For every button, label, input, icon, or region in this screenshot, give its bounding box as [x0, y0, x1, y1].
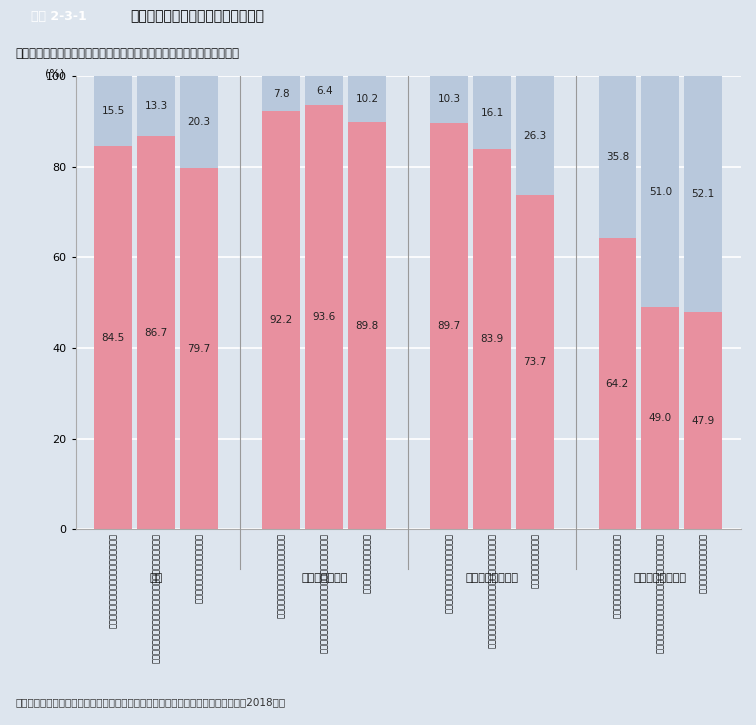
Text: 52.1: 52.1 — [692, 189, 715, 199]
Text: (%): (%) — [45, 69, 65, 79]
Bar — [262, 76, 300, 112]
Bar — [473, 149, 511, 529]
Text: 89.7: 89.7 — [438, 321, 461, 331]
Bar — [430, 123, 468, 529]
Bar — [599, 239, 637, 529]
Bar — [305, 76, 343, 105]
Bar — [138, 76, 175, 136]
Bar — [430, 76, 468, 123]
Bar — [180, 76, 218, 168]
Text: 16.1: 16.1 — [481, 107, 504, 117]
Bar — [138, 136, 175, 529]
Text: 79.7: 79.7 — [187, 344, 211, 354]
Text: 26.3: 26.3 — [524, 130, 547, 141]
Bar — [516, 195, 554, 529]
Bar — [349, 123, 386, 529]
Text: 7.8: 7.8 — [273, 88, 290, 99]
Text: 15.5: 15.5 — [101, 107, 125, 116]
Bar — [180, 168, 218, 529]
Bar — [684, 76, 722, 312]
Text: 92.2: 92.2 — [270, 315, 293, 326]
Bar — [684, 312, 722, 529]
Text: 図表 2-3-1: 図表 2-3-1 — [31, 10, 86, 22]
Text: 73.7: 73.7 — [524, 357, 547, 368]
Bar — [262, 112, 300, 529]
Bar — [94, 146, 132, 529]
Text: 93.6: 93.6 — [312, 312, 336, 322]
Text: 現在働いていない: 現在働いていない — [634, 573, 686, 583]
Text: 就業状態別　就業・就業継続の意向: 就業状態別 就業・就業継続の意向 — [130, 9, 264, 23]
Text: 【設問】　あなたご自身は、仕事をしたい又は続けたいと思いますか。: 【設問】 あなたご自身は、仕事をしたい又は続けたいと思いますか。 — [15, 47, 239, 60]
Bar — [516, 76, 554, 195]
Text: 49.0: 49.0 — [649, 413, 672, 423]
Text: 51.0: 51.0 — [649, 186, 672, 196]
Text: 20.3: 20.3 — [187, 117, 211, 127]
Text: 47.9: 47.9 — [692, 415, 715, 426]
Text: 全体: 全体 — [150, 573, 163, 583]
Text: 83.9: 83.9 — [481, 334, 504, 344]
Text: 35.8: 35.8 — [606, 152, 629, 162]
Bar — [349, 76, 386, 123]
Text: 13.3: 13.3 — [144, 102, 168, 111]
Bar — [473, 76, 511, 149]
Bar — [599, 76, 637, 239]
Text: 10.2: 10.2 — [355, 94, 379, 104]
Bar — [305, 105, 343, 529]
Text: 89.8: 89.8 — [355, 320, 379, 331]
Text: 現在働いている: 現在働いている — [301, 573, 348, 583]
Text: 6.4: 6.4 — [316, 86, 333, 96]
Text: 資料：厄生労働省政策統括官付政策評価官室委託「自立支援に関する意識調査」（2018年）: 資料：厄生労働省政策統括官付政策評価官室委託「自立支援に関する意識調査」（201… — [15, 697, 285, 707]
Bar — [641, 76, 679, 307]
Text: 86.7: 86.7 — [144, 328, 168, 338]
Text: 10.3: 10.3 — [438, 94, 461, 104]
Bar — [641, 307, 679, 529]
Text: 64.2: 64.2 — [606, 378, 629, 389]
Text: 現在休職中である: 現在休職中である — [466, 573, 519, 583]
Text: 84.5: 84.5 — [101, 333, 125, 343]
Bar — [94, 76, 132, 146]
